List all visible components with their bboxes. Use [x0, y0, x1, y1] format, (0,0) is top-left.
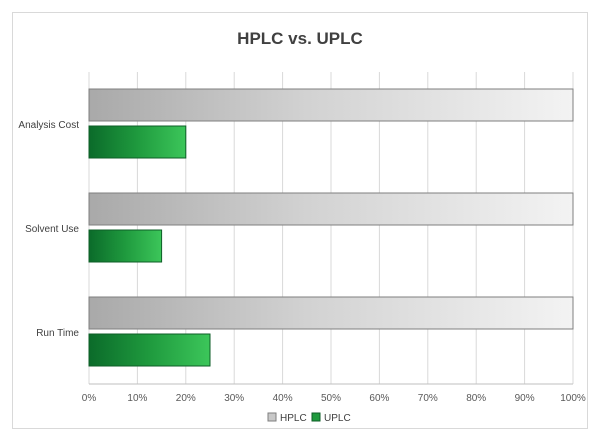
legend-label-uplc: UPLC [324, 413, 351, 424]
x-tick-label: 30% [224, 393, 244, 404]
x-tick-label: 50% [321, 393, 341, 404]
x-tick-label: 10% [127, 393, 147, 404]
x-tick-label: 70% [418, 393, 438, 404]
category-label: Analysis Cost [18, 120, 79, 131]
category-label: Run Time [36, 328, 79, 339]
x-tick-label: 90% [515, 393, 535, 404]
bar-uplc-solvent-use [88, 229, 163, 263]
bar-uplc-analysis-cost [88, 125, 187, 159]
legend-swatch-uplc [311, 412, 321, 422]
x-tick-label: 100% [560, 393, 586, 404]
x-tick-label: 0% [82, 393, 97, 404]
chart-title: HPLC vs. UPLC [237, 29, 363, 48]
x-tick-label: 80% [466, 393, 486, 404]
legend-swatch-hplc [267, 412, 277, 422]
bar-uplc-run-time [88, 333, 211, 367]
bar-hplc-analysis-cost [88, 88, 574, 122]
category-label: Solvent Use [25, 224, 79, 235]
x-tick-label: 20% [176, 393, 196, 404]
legend-label-hplc: HPLC [280, 413, 307, 424]
x-tick-label: 40% [273, 393, 293, 404]
bar-hplc-solvent-use [88, 192, 574, 226]
bar-hplc-run-time [88, 296, 574, 330]
x-tick-label: 60% [369, 393, 389, 404]
